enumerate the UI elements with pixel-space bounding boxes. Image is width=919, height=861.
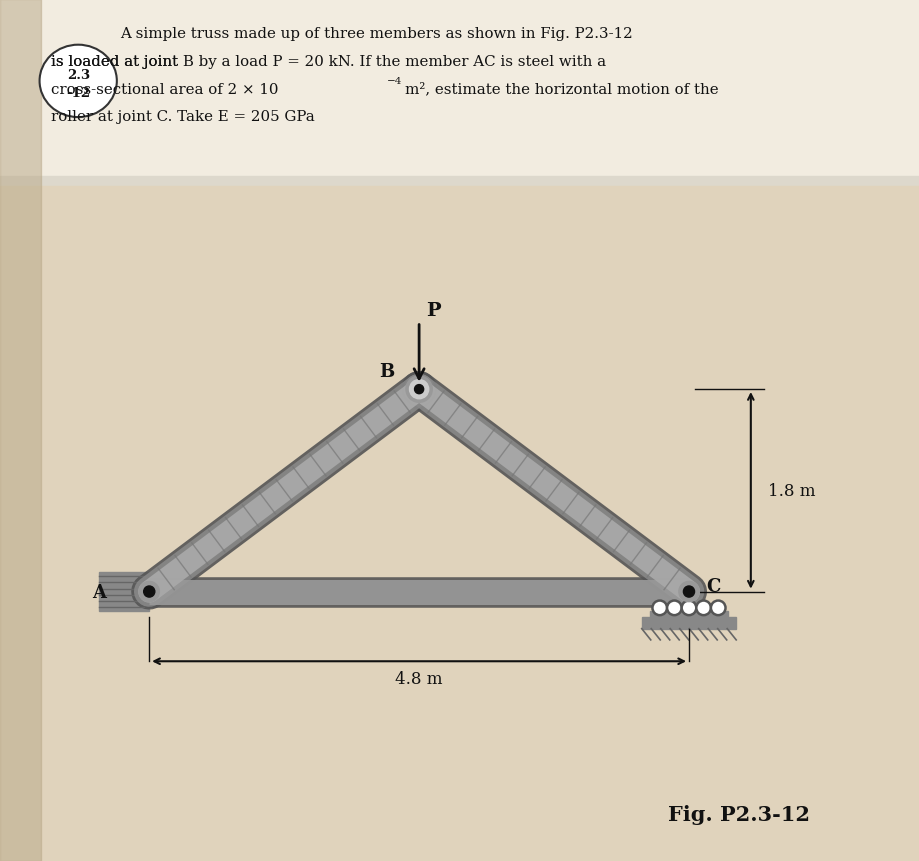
Circle shape (666, 601, 681, 616)
Text: cross-sectional area of 2 × 10: cross-sectional area of 2 × 10 (51, 83, 278, 96)
Text: C: C (705, 577, 720, 595)
Text: is loaded at joint: is loaded at joint (51, 55, 182, 69)
Circle shape (683, 586, 694, 598)
Text: Fig. P2.3-12: Fig. P2.3-12 (667, 803, 809, 824)
Text: B: B (379, 362, 394, 381)
Text: P: P (425, 302, 440, 320)
Bar (0, 0, 919, 177)
Text: 1.8 m: 1.8 m (766, 482, 814, 499)
Text: roller at joint C. Take E = 205 GPa: roller at joint C. Take E = 205 GPa (51, 110, 314, 124)
Bar (98, 573, 149, 611)
Text: A simple truss made up of three members as shown in Fig. P2.3-12: A simple truss made up of three members … (119, 28, 631, 41)
Text: 2.3: 2.3 (66, 69, 90, 83)
Circle shape (710, 601, 725, 616)
Bar (649, 611, 728, 617)
Text: m², estimate the horizontal motion of the: m², estimate the horizontal motion of th… (404, 83, 718, 96)
Circle shape (409, 380, 428, 400)
Bar (641, 617, 735, 629)
Circle shape (405, 376, 432, 403)
Bar (0, 177, 919, 187)
Circle shape (143, 586, 154, 598)
Circle shape (678, 582, 698, 602)
Circle shape (652, 601, 666, 616)
Circle shape (40, 46, 117, 118)
Circle shape (414, 385, 424, 394)
Text: A: A (93, 583, 107, 601)
Text: -12: -12 (66, 86, 90, 100)
Text: is loaded at joint B by a load P = 20 kN. If the member AC is steel with a: is loaded at joint B by a load P = 20 kN… (51, 55, 605, 69)
Bar (0, 187, 919, 861)
Circle shape (139, 582, 159, 602)
Bar (0, 0, 41, 861)
Text: 4.8 m: 4.8 m (395, 671, 442, 687)
Text: −4: −4 (387, 77, 403, 86)
Circle shape (696, 601, 710, 616)
Circle shape (681, 601, 696, 616)
